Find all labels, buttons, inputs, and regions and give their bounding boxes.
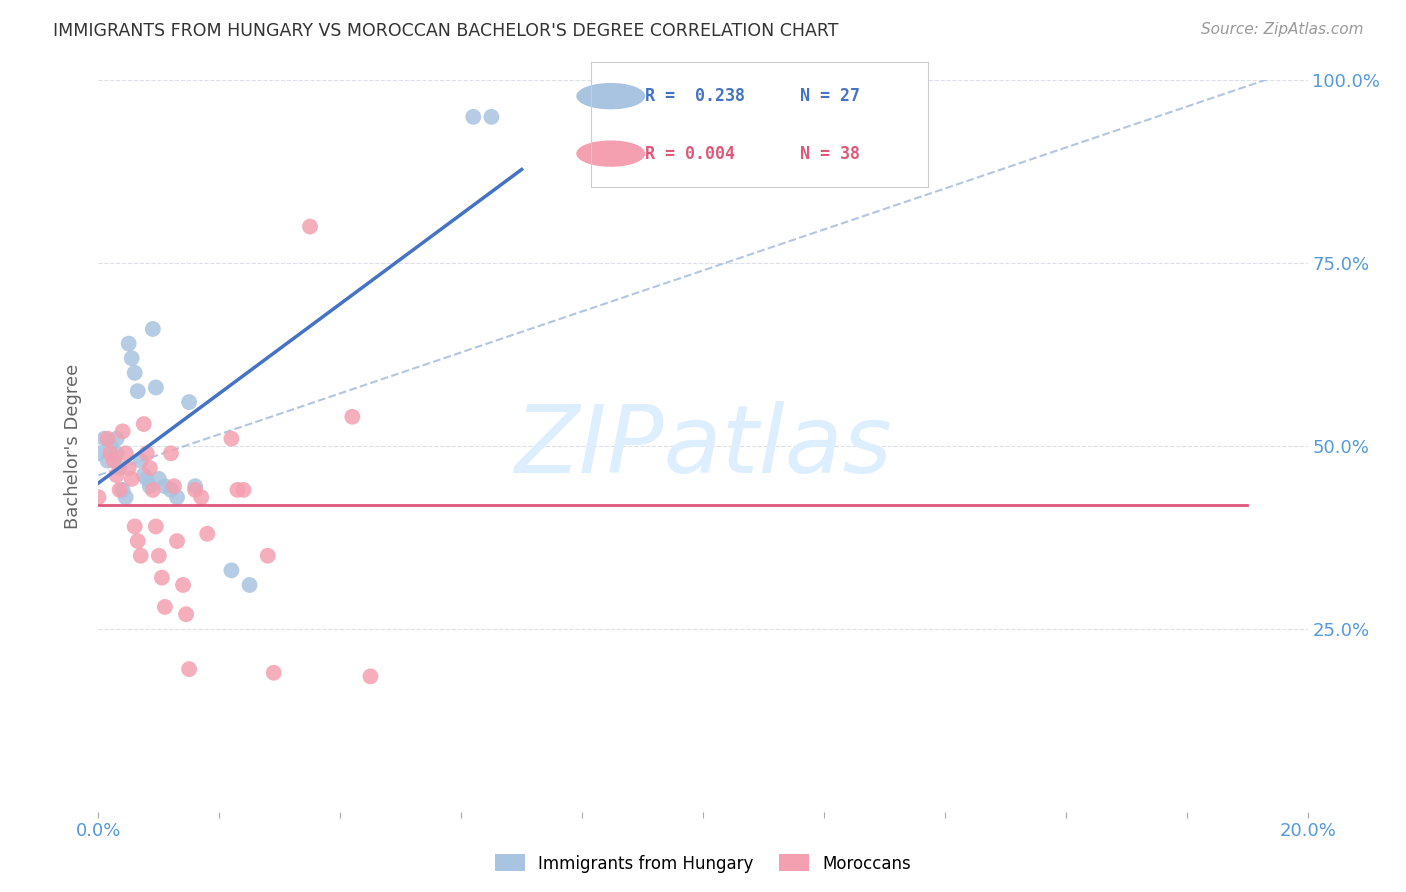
Point (184, 483, 207, 497)
Point (111, 425, 134, 439)
Point (221, 563, 243, 577)
Point (148, 472, 170, 486)
Point (232, 483, 254, 497)
Circle shape (576, 84, 644, 109)
Circle shape (576, 141, 644, 166)
Point (160, 446, 183, 460)
Point (239, 578, 262, 592)
Point (166, 490, 188, 504)
Text: Source: ZipAtlas.com: Source: ZipAtlas.com (1201, 22, 1364, 37)
Point (160, 483, 183, 497)
Point (150, 571, 173, 585)
Point (166, 534, 188, 549)
Point (263, 665, 285, 680)
Point (221, 432, 243, 446)
Point (226, 483, 249, 497)
Point (132, 468, 155, 483)
Point (114, 446, 136, 460)
Point (142, 483, 165, 497)
Point (360, 669, 382, 683)
Point (148, 549, 170, 563)
Point (111, 483, 134, 497)
Point (163, 479, 186, 493)
Text: R = 0.004: R = 0.004 (644, 145, 734, 162)
Point (481, 110, 503, 124)
Point (93, 432, 115, 446)
Point (132, 417, 155, 431)
Point (145, 519, 167, 533)
Point (118, 461, 141, 475)
Point (142, 322, 165, 336)
Point (127, 384, 149, 398)
Point (96, 453, 118, 467)
Point (114, 490, 136, 504)
Text: N = 27: N = 27 (800, 87, 859, 105)
Point (87, 490, 110, 504)
Point (124, 519, 146, 533)
Legend: Immigrants from Hungary, Moroccans: Immigrants from Hungary, Moroccans (488, 847, 918, 880)
Point (179, 395, 201, 409)
Point (105, 468, 128, 483)
Point (121, 472, 143, 486)
Point (100, 446, 122, 460)
Point (139, 461, 162, 475)
Point (153, 599, 176, 614)
Point (87, 446, 110, 460)
Point (195, 526, 218, 541)
Point (342, 409, 364, 424)
Point (139, 479, 162, 493)
Point (108, 483, 131, 497)
Point (118, 336, 141, 351)
Text: N = 38: N = 38 (800, 145, 859, 162)
Text: IMMIGRANTS FROM HUNGARY VS MOROCCAN BACHELOR'S DEGREE CORRELATION CHART: IMMIGRANTS FROM HUNGARY VS MOROCCAN BACH… (53, 22, 839, 40)
Point (127, 534, 149, 549)
Point (124, 366, 146, 380)
Point (108, 461, 131, 475)
Point (174, 607, 197, 622)
Point (96, 432, 118, 446)
Point (121, 351, 143, 366)
Point (100, 439, 122, 453)
Point (190, 490, 212, 504)
Point (463, 110, 485, 124)
Point (129, 453, 152, 467)
Point (135, 472, 157, 486)
Text: R =  0.238: R = 0.238 (644, 87, 745, 105)
Point (105, 432, 128, 446)
Point (179, 662, 201, 676)
Point (153, 479, 176, 493)
Point (299, 219, 322, 234)
Point (184, 479, 207, 493)
Point (103, 453, 125, 467)
Y-axis label: Bachelor's Degree: Bachelor's Degree (65, 363, 83, 529)
Point (135, 446, 157, 460)
Point (129, 549, 152, 563)
Point (105, 446, 128, 460)
Point (172, 578, 194, 592)
Text: ZIPatlas: ZIPatlas (515, 401, 891, 491)
Point (256, 549, 278, 563)
Point (145, 380, 167, 394)
